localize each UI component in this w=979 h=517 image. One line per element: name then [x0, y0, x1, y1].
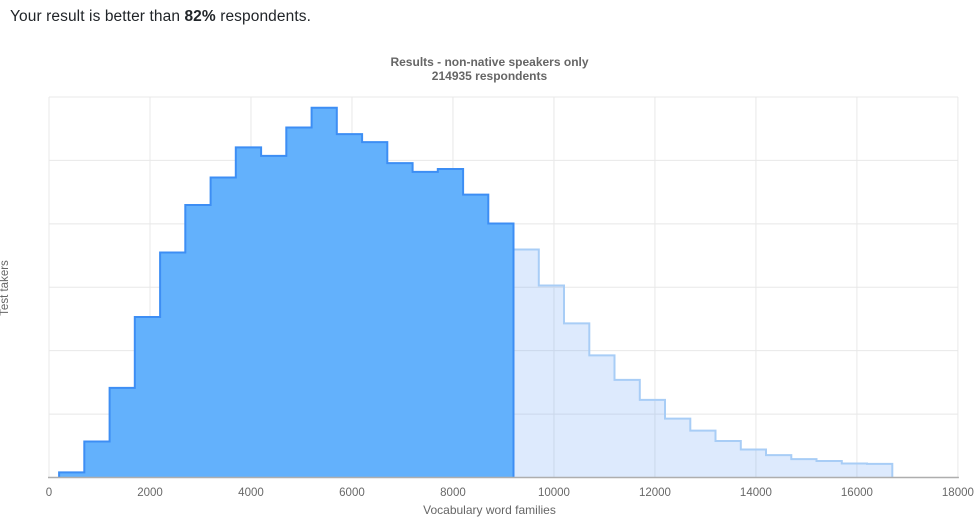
- x-axis-tick-label: 12000: [639, 487, 671, 499]
- x-axis-tick-label: 14000: [740, 487, 772, 499]
- chart-title: Results - non-native speakers only 21493…: [0, 55, 979, 83]
- x-axis-tick-label: 0: [46, 487, 52, 499]
- x-axis-tick-label: 16000: [841, 487, 873, 499]
- x-axis-tick-label: 2000: [137, 487, 163, 499]
- x-axis-tick-label: 18000: [942, 487, 974, 499]
- histogram-outline-below-score: [58, 106, 515, 478]
- x-axis-tick-label: 8000: [440, 487, 466, 499]
- result-percentile-value: 82%: [184, 8, 216, 25]
- histogram-outline-above-score: [512, 248, 894, 478]
- y-axis-label: Test takers: [0, 260, 11, 316]
- result-summary-text: Your result is better than 82% responden…: [10, 8, 311, 26]
- result-summary-prefix: Your result is better than: [10, 8, 185, 25]
- histogram-area-below-score: [59, 107, 514, 478]
- x-axis-label: Vocabulary word families: [423, 503, 556, 517]
- x-axis-tick-label: 10000: [538, 487, 570, 499]
- x-axis-tick-label: 4000: [238, 487, 264, 499]
- histogram-area-above-score: [513, 249, 893, 478]
- result-summary-suffix: respondents.: [215, 8, 312, 25]
- x-axis-tick-label: 6000: [339, 487, 365, 499]
- chart-title-line2: 214935 respondents: [431, 69, 548, 83]
- chart-title-line1: Results - non-native speakers only: [390, 55, 589, 69]
